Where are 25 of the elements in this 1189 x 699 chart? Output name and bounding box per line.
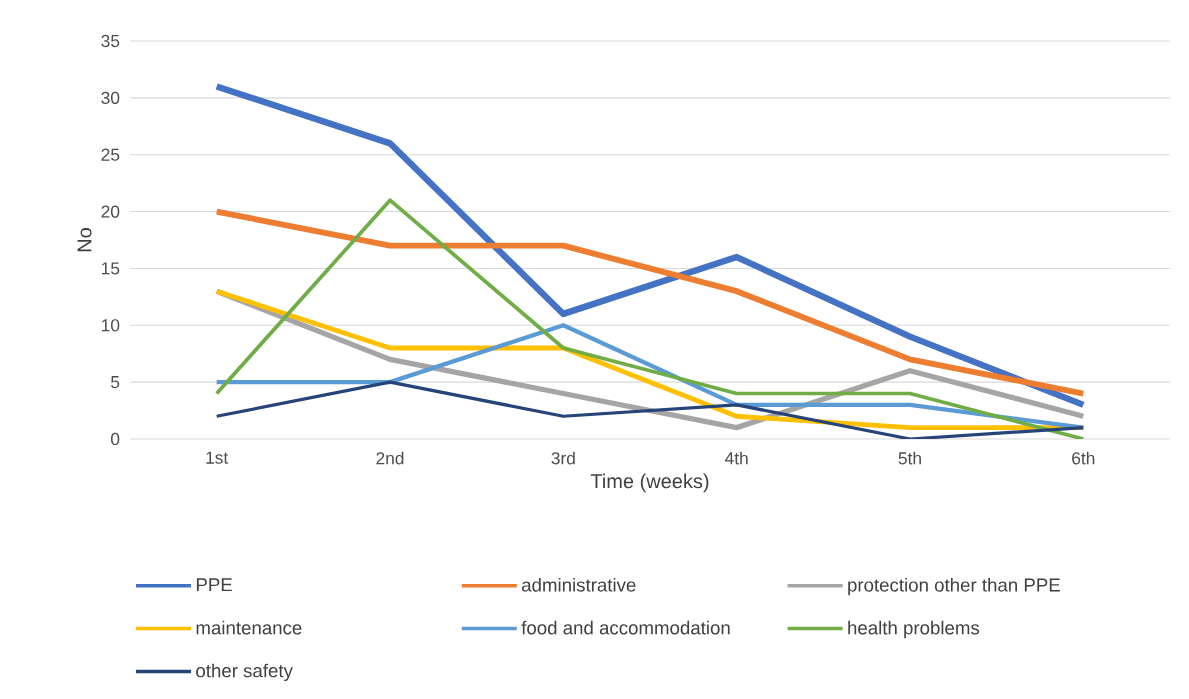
line-series <box>215 380 1085 439</box>
y-tick-label: 0 <box>111 432 120 446</box>
x-tick-label: 2nd <box>376 451 404 465</box>
y-tick-label: 10 <box>102 319 120 332</box>
legend-label: maintenance <box>196 620 302 635</box>
legend-label: protection other than PPE <box>848 577 1060 596</box>
legend-label: food and accommodation <box>521 620 730 635</box>
x-tick-label: 6th <box>1072 451 1095 465</box>
y-tick-label: 20 <box>101 205 120 218</box>
y-tick-label: 5 <box>111 376 120 389</box>
legend-label: administrative <box>522 577 636 592</box>
line-series <box>214 198 1086 439</box>
legend-label: other safety <box>196 663 293 682</box>
y-tick-label: 15 <box>102 262 120 275</box>
y-tick-label: 30 <box>101 91 120 104</box>
x-tick-label: 5th <box>898 451 921 465</box>
x-tick-label: 3rd <box>551 451 575 465</box>
legend-label: PPE <box>196 578 232 592</box>
x-axis-title: Time (weeks) <box>590 473 709 493</box>
y-axis-title: No <box>77 228 92 252</box>
y-tick-label: 35 <box>101 34 120 48</box>
x-tick-label: 1st <box>206 451 229 464</box>
legend-label: health problems <box>848 620 980 639</box>
y-tick-label: 25 <box>101 148 120 161</box>
x-tick-label: 4th <box>725 451 748 465</box>
